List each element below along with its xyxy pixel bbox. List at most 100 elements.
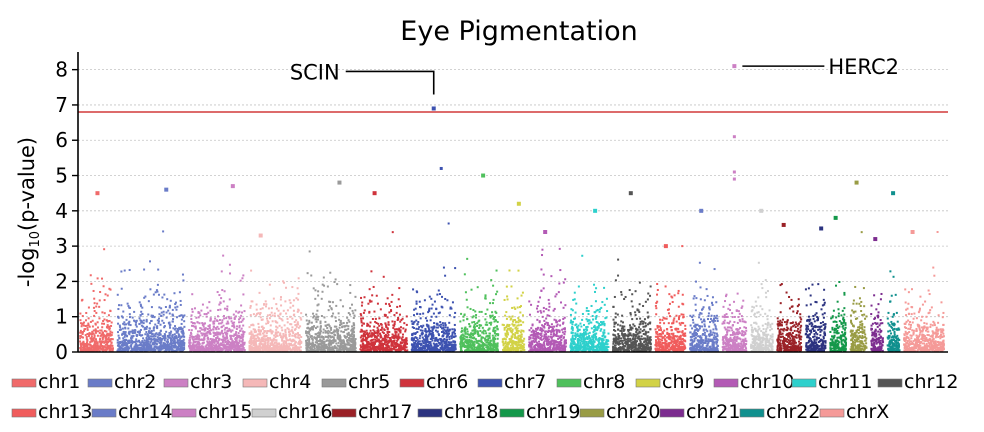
data-point (134, 331, 137, 334)
data-point (502, 348, 505, 351)
data-point (222, 314, 225, 317)
data-point (98, 299, 101, 302)
data-point (424, 335, 427, 338)
data-point (463, 337, 466, 340)
data-point (161, 296, 164, 299)
data-point (482, 345, 485, 348)
data-point (401, 338, 404, 341)
data-point (316, 332, 319, 335)
data-point (297, 334, 300, 337)
data-point (313, 315, 316, 318)
data-point (141, 306, 144, 309)
data-point (300, 336, 303, 339)
data-point (144, 333, 147, 336)
data-point (257, 333, 260, 336)
data-point (282, 281, 285, 284)
data-point (218, 344, 221, 347)
data-point (371, 294, 374, 297)
data-point (242, 348, 245, 351)
data-point (484, 312, 487, 315)
data-point (393, 314, 396, 317)
data-point (280, 318, 283, 321)
data-point (140, 321, 143, 324)
data-point (212, 328, 215, 331)
data-point (237, 332, 240, 335)
data-point (414, 340, 417, 343)
data-point (133, 320, 136, 323)
data-point (422, 324, 425, 327)
data-point (144, 341, 147, 344)
data-point (464, 335, 467, 338)
peak-point (95, 191, 100, 196)
data-point (241, 330, 244, 333)
data-point (395, 311, 398, 314)
data-point (98, 350, 101, 353)
data-point (406, 342, 409, 345)
data-point (215, 346, 218, 349)
data-point (363, 309, 366, 312)
data-point (264, 330, 267, 333)
data-point (276, 321, 279, 324)
data-point (168, 349, 171, 352)
data-point (270, 347, 273, 350)
data-point (390, 300, 393, 303)
data-point (149, 288, 152, 291)
data-point (397, 298, 400, 301)
data-point (177, 343, 180, 346)
data-point (124, 347, 127, 350)
data-point (484, 297, 487, 300)
data-point (360, 334, 363, 337)
data-point (362, 322, 365, 325)
data-point (251, 341, 254, 344)
data-point (100, 342, 103, 345)
data-point (127, 348, 130, 351)
data-point (135, 347, 138, 350)
data-point (418, 342, 421, 345)
data-point (91, 325, 94, 328)
data-point (443, 348, 446, 351)
data-point (89, 332, 92, 335)
data-point (398, 349, 401, 352)
data-point (235, 343, 238, 346)
data-point (509, 340, 512, 343)
data-point (286, 309, 289, 312)
data-point (189, 344, 192, 347)
data-point (180, 335, 183, 338)
data-point (289, 306, 292, 309)
data-point (449, 349, 452, 352)
data-point (309, 335, 312, 338)
data-point (226, 337, 229, 340)
data-point (369, 300, 372, 303)
data-point (474, 310, 477, 313)
data-point (521, 291, 524, 294)
data-point (490, 315, 493, 318)
data-point (512, 341, 515, 344)
data-point (453, 345, 456, 348)
data-point (163, 293, 166, 296)
data-point (515, 329, 518, 332)
data-point (298, 337, 301, 340)
data-point (262, 332, 265, 335)
data-point (386, 297, 389, 300)
data-point (241, 319, 244, 322)
data-point (519, 305, 522, 308)
data-point (154, 335, 157, 338)
data-point (401, 348, 404, 351)
data-point (268, 347, 271, 350)
data-point (251, 337, 254, 340)
data-point (312, 348, 315, 351)
data-point (404, 350, 407, 353)
data-point (214, 346, 217, 349)
data-point (430, 336, 433, 339)
data-point (150, 319, 153, 322)
data-point (150, 329, 153, 332)
data-point (214, 317, 217, 320)
data-point (225, 332, 228, 335)
data-point (501, 323, 504, 326)
data-point (297, 292, 300, 295)
data-point (263, 330, 266, 333)
data-point (287, 339, 290, 342)
data-point (143, 339, 146, 342)
data-point (294, 348, 297, 351)
data-point (348, 344, 351, 347)
